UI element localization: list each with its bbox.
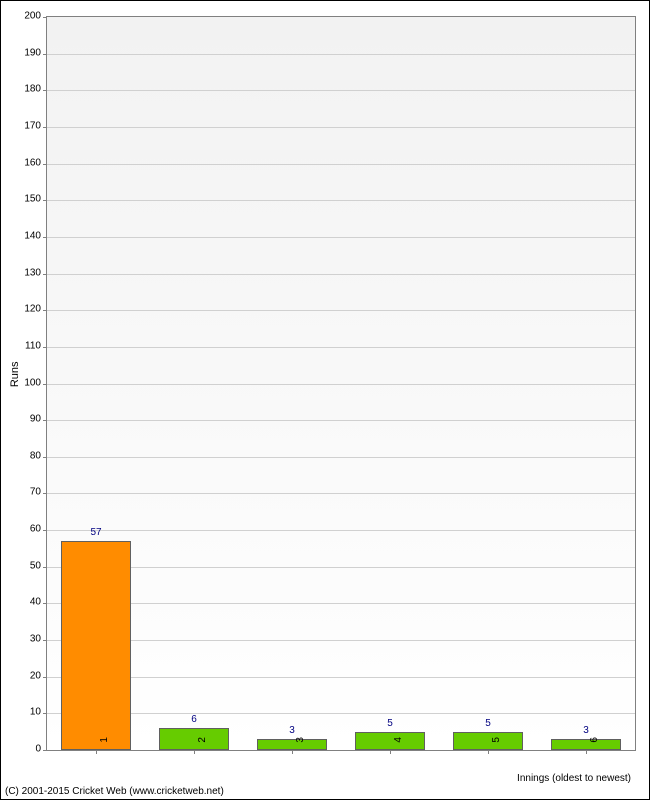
ytick-label: 70 [11,487,41,498]
ytick-mark [43,677,47,678]
gridline [47,713,635,714]
ytick-label: 40 [11,597,41,608]
ytick-label: 190 [11,47,41,58]
ytick-mark [43,164,47,165]
ytick-label: 150 [11,194,41,205]
ytick-mark [43,713,47,714]
ytick-mark [43,274,47,275]
gridline [47,127,635,128]
bar [453,732,524,750]
xtick-label: 1 [99,737,110,757]
gridline [47,384,635,385]
bar-value-label: 5 [485,718,491,729]
gridline [47,200,635,201]
xtick-mark [390,750,391,754]
ytick-mark [43,237,47,238]
gridline [47,530,635,531]
ytick-label: 120 [11,304,41,315]
gridline [47,54,635,55]
ytick-mark [43,457,47,458]
gridline [47,493,635,494]
ytick-mark [43,127,47,128]
gridline [47,310,635,311]
ytick-label: 0 [11,744,41,755]
gridline [47,237,635,238]
xtick-mark [292,750,293,754]
ytick-label: 130 [11,267,41,278]
ytick-mark [43,200,47,201]
chart-frame: 5763553 Runs Innings (oldest to newest) … [0,0,650,800]
xtick-label: 6 [589,737,600,757]
xtick-mark [96,750,97,754]
ytick-mark [43,54,47,55]
xtick-mark [194,750,195,754]
xtick-label: 4 [393,737,404,757]
gridline [47,457,635,458]
ytick-label: 110 [11,340,41,351]
gridline [47,90,635,91]
ytick-label: 90 [11,414,41,425]
ytick-label: 80 [11,450,41,461]
gridline [47,347,635,348]
ytick-mark [43,90,47,91]
ytick-label: 60 [11,524,41,535]
bar-value-label: 5 [387,718,393,729]
gridline [47,274,635,275]
bar-value-label: 3 [289,725,295,736]
xtick-label: 2 [197,737,208,757]
ytick-label: 10 [11,707,41,718]
ytick-label: 200 [11,11,41,22]
ytick-label: 170 [11,120,41,131]
gridline [47,603,635,604]
ytick-mark [43,567,47,568]
ytick-label: 140 [11,230,41,241]
bar [61,541,132,750]
copyright-text: (C) 2001-2015 Cricket Web (www.cricketwe… [5,786,224,797]
ytick-label: 100 [11,377,41,388]
ytick-label: 180 [11,84,41,95]
xtick-label: 3 [295,737,306,757]
bar [257,739,328,750]
ytick-label: 20 [11,670,41,681]
ytick-mark [43,640,47,641]
xtick-label: 5 [491,737,502,757]
gridline [47,567,635,568]
ytick-mark [43,750,47,751]
bar [355,732,426,750]
bar [551,739,622,750]
ytick-mark [43,347,47,348]
bar-value-label: 57 [90,527,101,538]
ytick-label: 30 [11,634,41,645]
x-axis-label: Innings (oldest to newest) [517,773,631,784]
ytick-label: 50 [11,560,41,571]
ytick-label: 160 [11,157,41,168]
ytick-mark [43,17,47,18]
bar [159,728,230,750]
bar-value-label: 3 [583,725,589,736]
gridline [47,677,635,678]
ytick-mark [43,493,47,494]
ytick-mark [43,603,47,604]
xtick-mark [488,750,489,754]
xtick-mark [586,750,587,754]
gridline [47,420,635,421]
bar-value-label: 6 [191,714,197,725]
ytick-mark [43,310,47,311]
gridline [47,164,635,165]
ytick-mark [43,530,47,531]
ytick-mark [43,420,47,421]
gridline [47,640,635,641]
ytick-mark [43,384,47,385]
plot-area: 57 6 3 5 5 3 [46,16,636,751]
